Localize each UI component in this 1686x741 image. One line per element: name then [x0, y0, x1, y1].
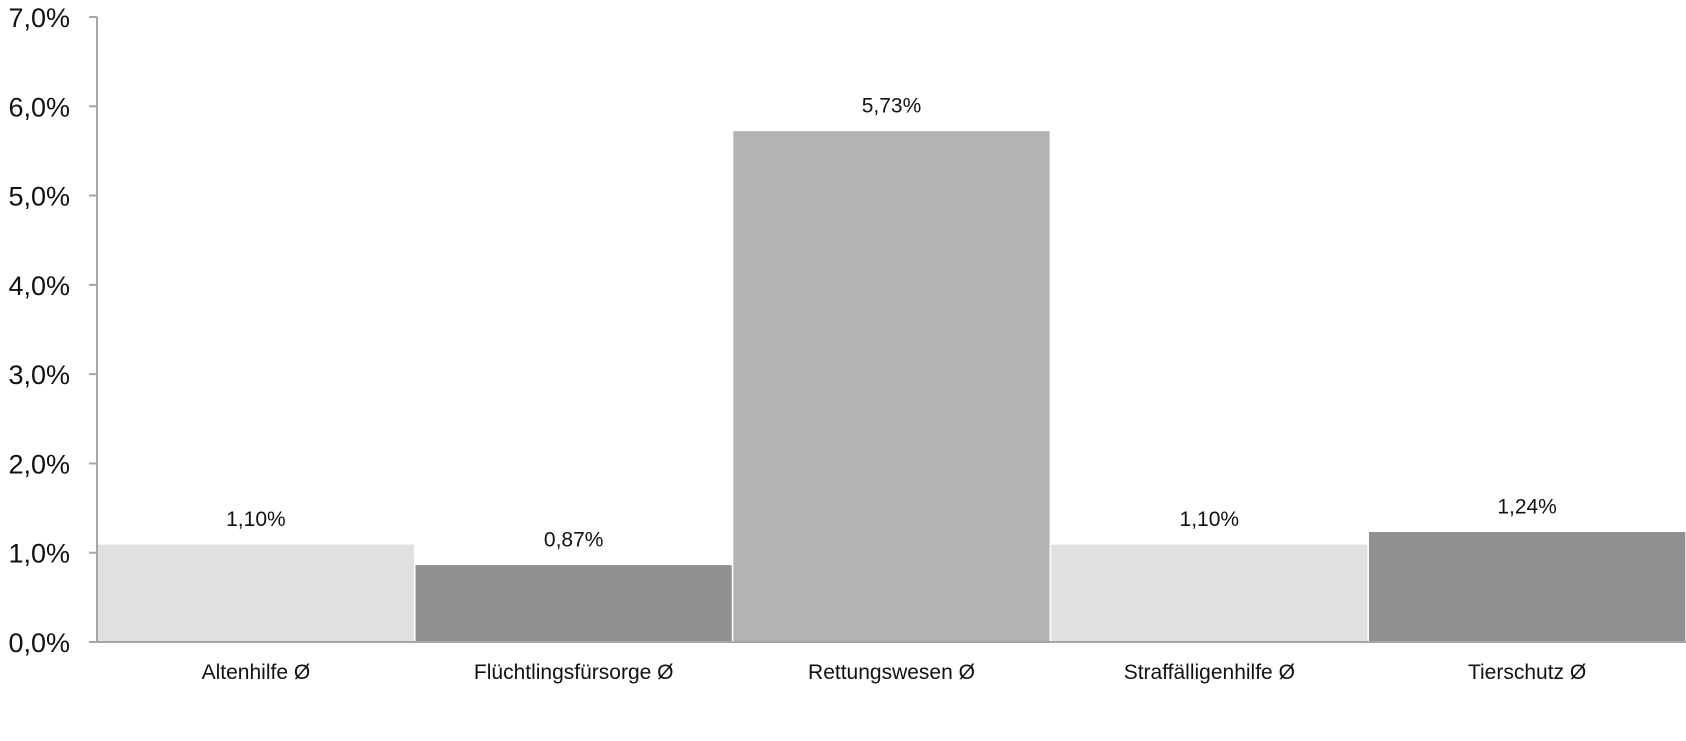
data-label: 1,10%	[226, 508, 286, 531]
x-tick-label: Straffälligenhilfe Ø	[1124, 661, 1295, 684]
y-tick-label: 7,0%	[8, 3, 70, 33]
y-tick-label: 4,0%	[8, 271, 70, 301]
y-tick-label: 1,0%	[8, 539, 70, 569]
data-label: 1,10%	[1180, 508, 1240, 531]
y-tick-label: 5,0%	[8, 182, 70, 212]
x-axis-ticks: Altenhilfe Ø Flüchtlingsfürsorge Ø Rettung…	[202, 661, 1587, 684]
bars	[96, 129, 1686, 643]
x-tick-label: Altenhilfe Ø	[202, 661, 311, 684]
y-tick-label: 3,0%	[8, 360, 70, 390]
bar	[414, 563, 734, 643]
bar	[731, 129, 1052, 643]
data-label: 5,73%	[862, 94, 922, 117]
bar	[1049, 543, 1369, 643]
x-tick-label: Flüchtlingsfürsorge Ø	[474, 661, 674, 684]
x-tick-label: Tierschutz Ø	[1468, 661, 1586, 684]
bar	[96, 543, 416, 643]
data-labels: 1,10% 0,87% 5,73% 1,10% 1,24%	[226, 94, 1557, 551]
data-label: 1,24%	[1497, 495, 1557, 518]
y-axis-ticks: 0,0% 1,0% 2,0% 3,0% 4,0% 5,0% 6,0% 7,0%	[8, 3, 97, 658]
y-tick-label: 0,0%	[8, 628, 70, 658]
x-tick-label: Rettungswesen Ø	[808, 661, 975, 684]
bar	[1367, 530, 1686, 643]
axes	[89, 17, 1686, 643]
y-tick-label: 6,0%	[8, 92, 70, 122]
y-tick-label: 2,0%	[8, 449, 70, 479]
data-label: 0,87%	[544, 528, 604, 551]
